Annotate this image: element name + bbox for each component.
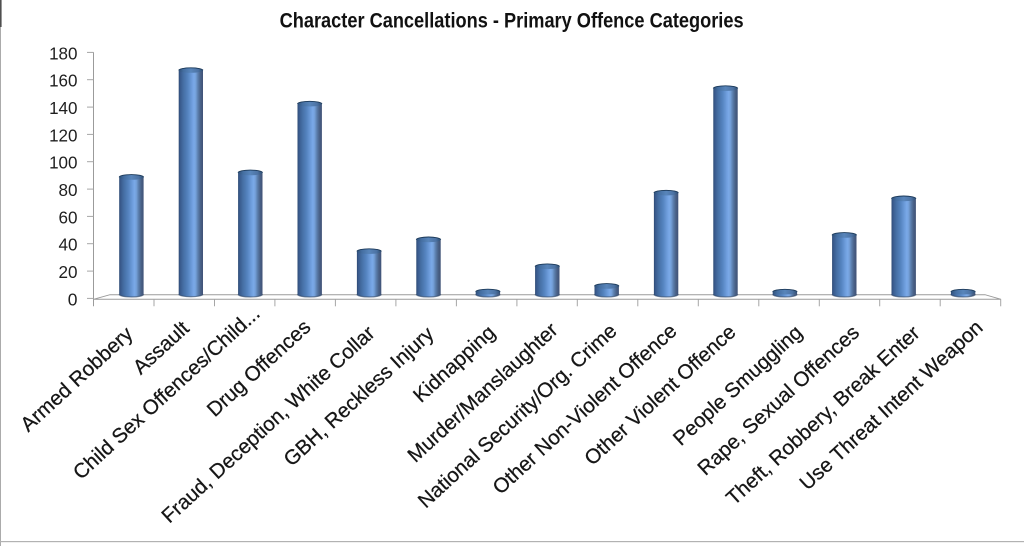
svg-text:120: 120 [49, 125, 78, 145]
svg-text:Character Cancellations - Prim: Character Cancellations - Primary Offenc… [280, 10, 744, 33]
svg-text:80: 80 [59, 180, 78, 200]
svg-text:20: 20 [59, 262, 78, 282]
svg-text:140: 140 [49, 98, 78, 118]
svg-text:160: 160 [49, 71, 78, 91]
svg-text:0: 0 [68, 289, 78, 309]
svg-text:100: 100 [49, 153, 78, 173]
svg-text:180: 180 [49, 43, 78, 63]
svg-text:40: 40 [59, 235, 78, 255]
svg-text:60: 60 [59, 207, 78, 227]
